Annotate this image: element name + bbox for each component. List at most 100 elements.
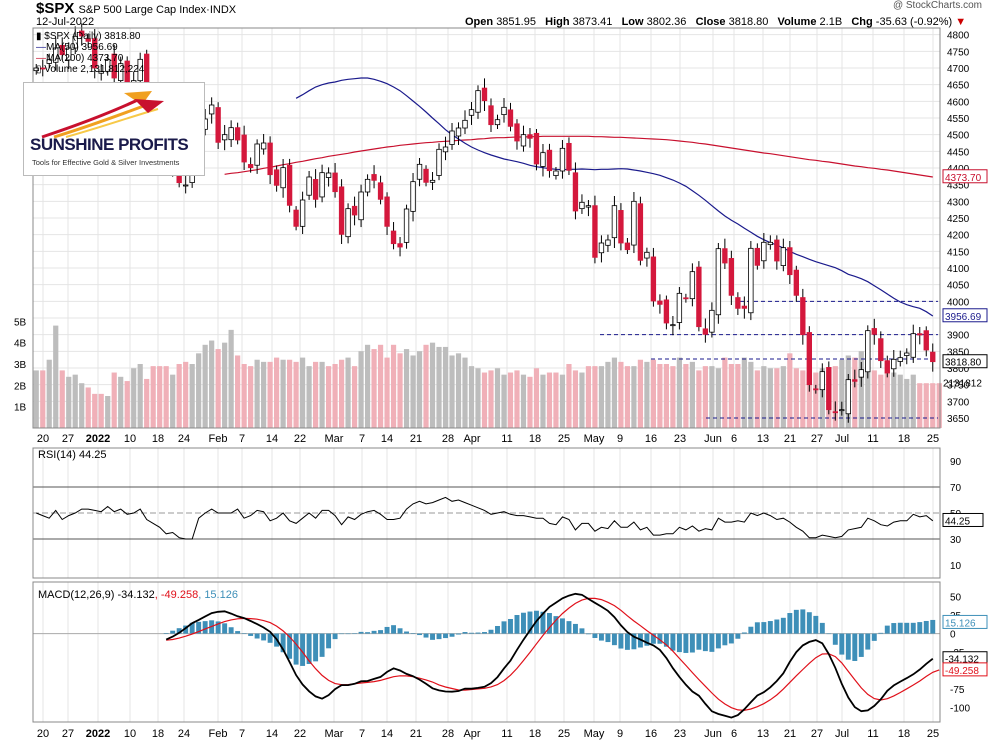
price-tick-label: 4450	[947, 147, 970, 158]
macd-histogram-bar	[521, 612, 526, 634]
volume-bar	[436, 346, 442, 428]
macd-histogram-bar	[644, 633, 650, 646]
macd-histogram-bar	[248, 633, 254, 636]
macd-title-part: , 15.126	[198, 589, 238, 601]
rsi-value-box	[942, 512, 984, 527]
volume-bar	[592, 366, 598, 428]
date-tick-label-bottom: 24	[178, 728, 190, 740]
logo-tagline: Tools for Effective Gold & Silver Invest…	[32, 158, 180, 167]
macd-histogram-bar	[728, 633, 734, 644]
volume-bar	[910, 374, 916, 428]
macd-value-label: -34.132	[945, 655, 979, 666]
candle-body	[592, 205, 598, 258]
candle-body	[254, 143, 260, 166]
candle-body	[403, 208, 410, 243]
candle-body	[423, 168, 429, 183]
volume-bar	[196, 353, 202, 428]
candle-body	[442, 146, 449, 153]
macd-histogram-bar	[611, 633, 617, 646]
date-tick-label: May	[584, 433, 605, 445]
volume-bar	[189, 364, 195, 428]
date-tick-label-bottom: 21	[784, 728, 796, 740]
macd-histogram-bar	[371, 630, 377, 634]
date-tick-label: 16	[645, 433, 657, 445]
macd-tick-label: -75	[950, 685, 965, 696]
volume-bar	[377, 344, 384, 428]
price-tick-label: 4250	[947, 214, 970, 225]
price-panel-frame	[32, 27, 941, 429]
rsi-tick-label: 10	[950, 561, 962, 572]
date-tick-label-bottom: Mar	[325, 728, 344, 740]
exchange: INDX	[209, 4, 237, 16]
candle-body	[59, 44, 65, 56]
macd-histogram-bar	[183, 625, 189, 634]
macd-histogram-bar	[767, 621, 773, 634]
macd-histogram-bar	[904, 622, 910, 634]
volume-bar	[241, 364, 247, 428]
macd-histogram-bar	[761, 622, 767, 634]
candle-body	[306, 176, 312, 196]
candle-body	[449, 130, 455, 145]
candle-body	[351, 205, 358, 216]
candle-body	[371, 174, 377, 181]
candle-body	[533, 132, 540, 165]
date-tick-label: 2022	[86, 433, 110, 445]
volume-bar	[72, 374, 78, 428]
date-tick-label: 20	[37, 433, 49, 445]
candle-body	[124, 60, 130, 83]
date-tick-label-bottom: Jul	[835, 728, 849, 740]
date-tick-label: 11	[501, 433, 512, 445]
volume-bar	[559, 374, 566, 428]
candle-body	[858, 369, 864, 378]
macd-histogram-bar	[754, 622, 760, 634]
candle-body	[85, 38, 91, 42]
candle-body	[325, 172, 332, 178]
volume-bar	[449, 355, 455, 428]
macd-histogram-bar	[196, 621, 202, 634]
macd-histogram-bar	[378, 630, 384, 634]
macd-histogram-bar	[417, 633, 423, 636]
macd-histogram-bar	[897, 622, 903, 634]
candle-body	[884, 360, 890, 374]
candle-body	[377, 182, 384, 200]
macd-histogram-bar	[592, 633, 598, 638]
candle-body	[273, 169, 280, 186]
date-tick-label: 14	[266, 433, 278, 445]
candle-body	[559, 147, 566, 172]
volume-bar	[274, 357, 280, 428]
date-tick-label-bottom: 18	[529, 728, 541, 740]
candle-body	[637, 203, 644, 261]
macd-histogram-bar	[585, 633, 591, 635]
volume-bar	[852, 357, 858, 428]
volume-bar	[735, 364, 741, 428]
volume-bar	[754, 370, 760, 428]
macd-histogram-bar	[800, 609, 806, 634]
date-tick-label-bottom: 22	[294, 728, 306, 740]
volume-bar	[650, 359, 657, 428]
price-tick-label: 4550	[947, 114, 970, 125]
volume-bar	[429, 342, 436, 428]
macd-histogram-bar	[845, 633, 851, 660]
volume-bar	[787, 353, 793, 428]
macd-histogram-bar	[449, 633, 455, 637]
macd-line	[165, 592, 934, 719]
candle-body	[689, 271, 696, 300]
candle-body	[364, 178, 371, 193]
volume-bar	[92, 393, 98, 428]
date-tick-label: 11	[867, 433, 878, 445]
macd-histogram-bar	[566, 621, 572, 634]
macd-histogram-bar	[423, 633, 429, 638]
date-tick-label: 6	[731, 433, 737, 445]
macd-histogram-bar	[852, 633, 858, 661]
volume-bar	[663, 364, 669, 428]
macd-histogram-bar	[917, 622, 923, 634]
macd-title: MACD(12,26,9) -34.132, -49.258, 15.126	[38, 589, 238, 601]
macd-histogram-bar	[650, 633, 656, 644]
macd-histogram-bar	[865, 633, 871, 650]
volume-bar	[85, 387, 91, 428]
volume-bar	[553, 372, 559, 428]
volume-bar	[618, 361, 624, 428]
volume-bar	[98, 393, 104, 428]
volume-bar	[709, 366, 715, 428]
volume-bar	[546, 372, 553, 428]
